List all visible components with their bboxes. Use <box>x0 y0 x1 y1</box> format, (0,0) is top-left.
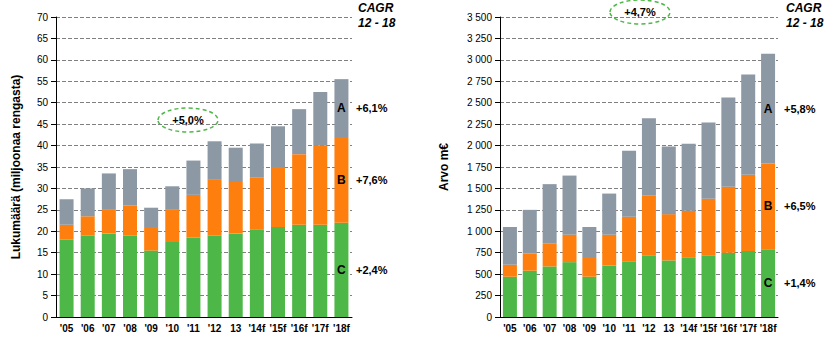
svg-text:'16f: '16f <box>720 323 738 334</box>
svg-text:'10: '10 <box>602 323 616 334</box>
svg-text:'14f: '14f <box>680 323 698 334</box>
svg-text:'15f: '15f <box>270 323 288 334</box>
svg-text:+7,6%: +7,6% <box>356 174 388 186</box>
svg-text:'08: '08 <box>563 323 577 334</box>
svg-text:Lukumäärä (miljoonaa rengasta): Lukumäärä (miljoonaa rengasta) <box>9 75 23 260</box>
svg-text:'12: '12 <box>642 323 656 334</box>
svg-text:+6,5%: +6,5% <box>784 200 816 212</box>
svg-text:250: 250 <box>475 290 492 301</box>
svg-text:1 750: 1 750 <box>467 162 492 173</box>
svg-text:500: 500 <box>475 269 492 280</box>
svg-text:3 500: 3 500 <box>467 12 492 23</box>
svg-text:13: 13 <box>663 323 675 334</box>
svg-text:CAGR: CAGR <box>786 1 822 15</box>
svg-text:B: B <box>337 173 346 187</box>
svg-text:A: A <box>337 101 346 115</box>
svg-text:'06: '06 <box>523 323 537 334</box>
svg-text:'18f: '18f <box>333 323 351 334</box>
svg-text:'11: '11 <box>623 323 636 334</box>
svg-text:'07: '07 <box>543 323 557 334</box>
svg-text:1 250: 1 250 <box>467 204 492 215</box>
svg-text:Arvo m€: Arvo m€ <box>437 143 451 191</box>
svg-text:3 250: 3 250 <box>467 33 492 44</box>
svg-text:12 - 18: 12 - 18 <box>358 16 396 30</box>
svg-text:15: 15 <box>37 247 49 258</box>
svg-text:+5,0%: +5,0% <box>172 114 204 126</box>
svg-text:+4,7%: +4,7% <box>624 6 656 18</box>
svg-text:'11: '11 <box>187 323 200 334</box>
svg-text:65: 65 <box>37 33 49 44</box>
svg-text:'16f: '16f <box>291 323 309 334</box>
svg-text:35: 35 <box>37 162 49 173</box>
svg-text:'17f: '17f <box>312 323 330 334</box>
svg-text:3 000: 3 000 <box>467 54 492 65</box>
svg-text:B: B <box>764 199 773 213</box>
svg-text:1 500: 1 500 <box>467 183 492 194</box>
svg-text:'17f: '17f <box>740 323 758 334</box>
svg-text:'06: '06 <box>81 323 95 334</box>
svg-text:+2,4%: +2,4% <box>356 264 388 276</box>
svg-text:'09: '09 <box>583 323 597 334</box>
svg-text:'12: '12 <box>208 323 222 334</box>
svg-text:13: 13 <box>230 323 242 334</box>
svg-text:30: 30 <box>37 183 49 194</box>
svg-text:2 250: 2 250 <box>467 119 492 130</box>
svg-text:0: 0 <box>486 312 492 323</box>
svg-text:'05: '05 <box>60 323 74 334</box>
svg-text:50: 50 <box>37 97 49 108</box>
svg-text:'18f: '18f <box>760 323 778 334</box>
svg-text:20: 20 <box>37 226 49 237</box>
svg-text:70: 70 <box>37 12 49 23</box>
svg-text:5: 5 <box>42 290 48 301</box>
svg-text:+1,4%: +1,4% <box>784 277 816 289</box>
svg-text:45: 45 <box>37 119 49 130</box>
svg-text:1 000: 1 000 <box>467 226 492 237</box>
svg-text:'09: '09 <box>144 323 158 334</box>
svg-text:+6,1%: +6,1% <box>356 102 388 114</box>
svg-text:55: 55 <box>37 76 49 87</box>
svg-text:25: 25 <box>37 204 49 215</box>
svg-text:0: 0 <box>42 312 48 323</box>
svg-text:60: 60 <box>37 54 49 65</box>
svg-text:40: 40 <box>37 140 49 151</box>
svg-text:CAGR: CAGR <box>358 1 394 15</box>
svg-text:750: 750 <box>475 247 492 258</box>
svg-text:2 750: 2 750 <box>467 76 492 87</box>
svg-text:12 - 18: 12 - 18 <box>786 16 824 30</box>
svg-text:10: 10 <box>37 269 49 280</box>
svg-text:'08: '08 <box>123 323 137 334</box>
svg-text:2 000: 2 000 <box>467 140 492 151</box>
svg-text:C: C <box>337 263 346 277</box>
svg-text:'07: '07 <box>102 323 116 334</box>
svg-text:'14f: '14f <box>248 323 266 334</box>
svg-text:A: A <box>764 102 773 116</box>
svg-text:'15f: '15f <box>700 323 718 334</box>
svg-text:C: C <box>764 276 773 290</box>
svg-text:+5,8%: +5,8% <box>784 103 816 115</box>
svg-text:'10: '10 <box>166 323 180 334</box>
svg-text:2 500: 2 500 <box>467 97 492 108</box>
svg-text:'05: '05 <box>503 323 517 334</box>
